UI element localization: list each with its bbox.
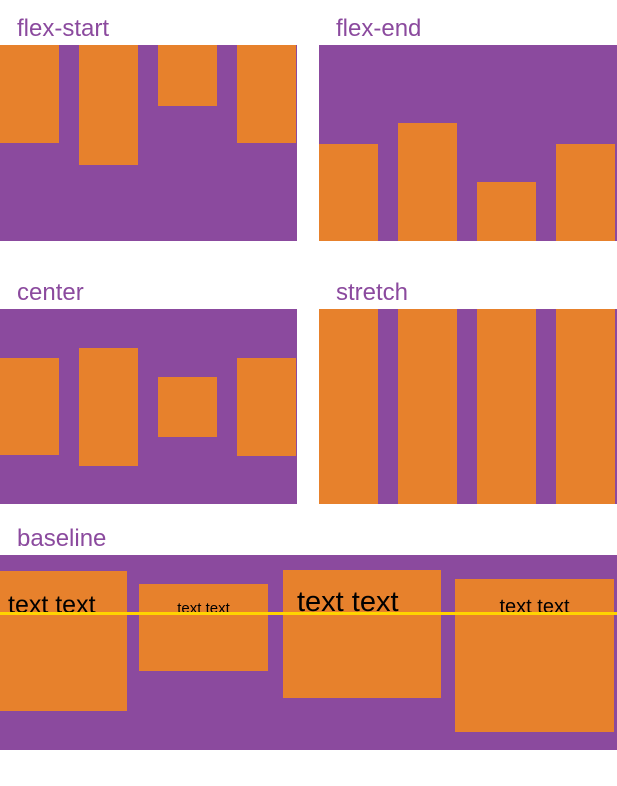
section-center: center [0, 277, 297, 504]
center-title: center [17, 279, 84, 306]
baseline-container: text text text text text text text text [0, 555, 617, 750]
baseline-title: baseline [17, 525, 107, 552]
flex-end-flex-item [477, 182, 536, 241]
stretch-title: stretch [336, 279, 409, 306]
section-flex-end: flex-end [319, 13, 617, 241]
baseline-flex-item: text text [455, 579, 614, 732]
flex-end-flex-item [398, 123, 457, 241]
stretch-flex-item [319, 309, 378, 504]
flex-start-title: flex-start [17, 15, 110, 42]
flex-start-flex-item [79, 45, 138, 165]
stretch-flex-item [398, 309, 457, 504]
flex-start-flex-item [237, 45, 296, 143]
section-stretch: stretch [319, 277, 617, 504]
baseline-rule [0, 612, 617, 615]
flex-start-container [0, 45, 297, 241]
flex-end-flex-item [319, 144, 378, 241]
flex-end-title: flex-end [336, 15, 422, 42]
center-flex-item [79, 347, 138, 466]
baseline-item-label: text text [297, 586, 399, 618]
flex-start-flex-item [158, 45, 217, 106]
stretch-flex-item [477, 309, 536, 504]
baseline-flex-item: text text [283, 570, 441, 698]
center-flex-item [158, 376, 217, 437]
center-container [0, 309, 297, 504]
stretch-container [319, 309, 617, 504]
baseline-flex-item: text text [0, 571, 127, 711]
stretch-flex-item [556, 309, 615, 504]
section-flex-start: flex-start [0, 13, 297, 241]
section-baseline: baseline text text text text text text text… [0, 523, 617, 750]
center-flex-item [237, 357, 296, 456]
flex-start-flex-item [0, 45, 59, 143]
baseline-flex-item: text text [139, 584, 268, 671]
flex-end-container [319, 45, 617, 241]
flex-end-flex-item [556, 144, 615, 241]
center-flex-item [0, 358, 59, 455]
